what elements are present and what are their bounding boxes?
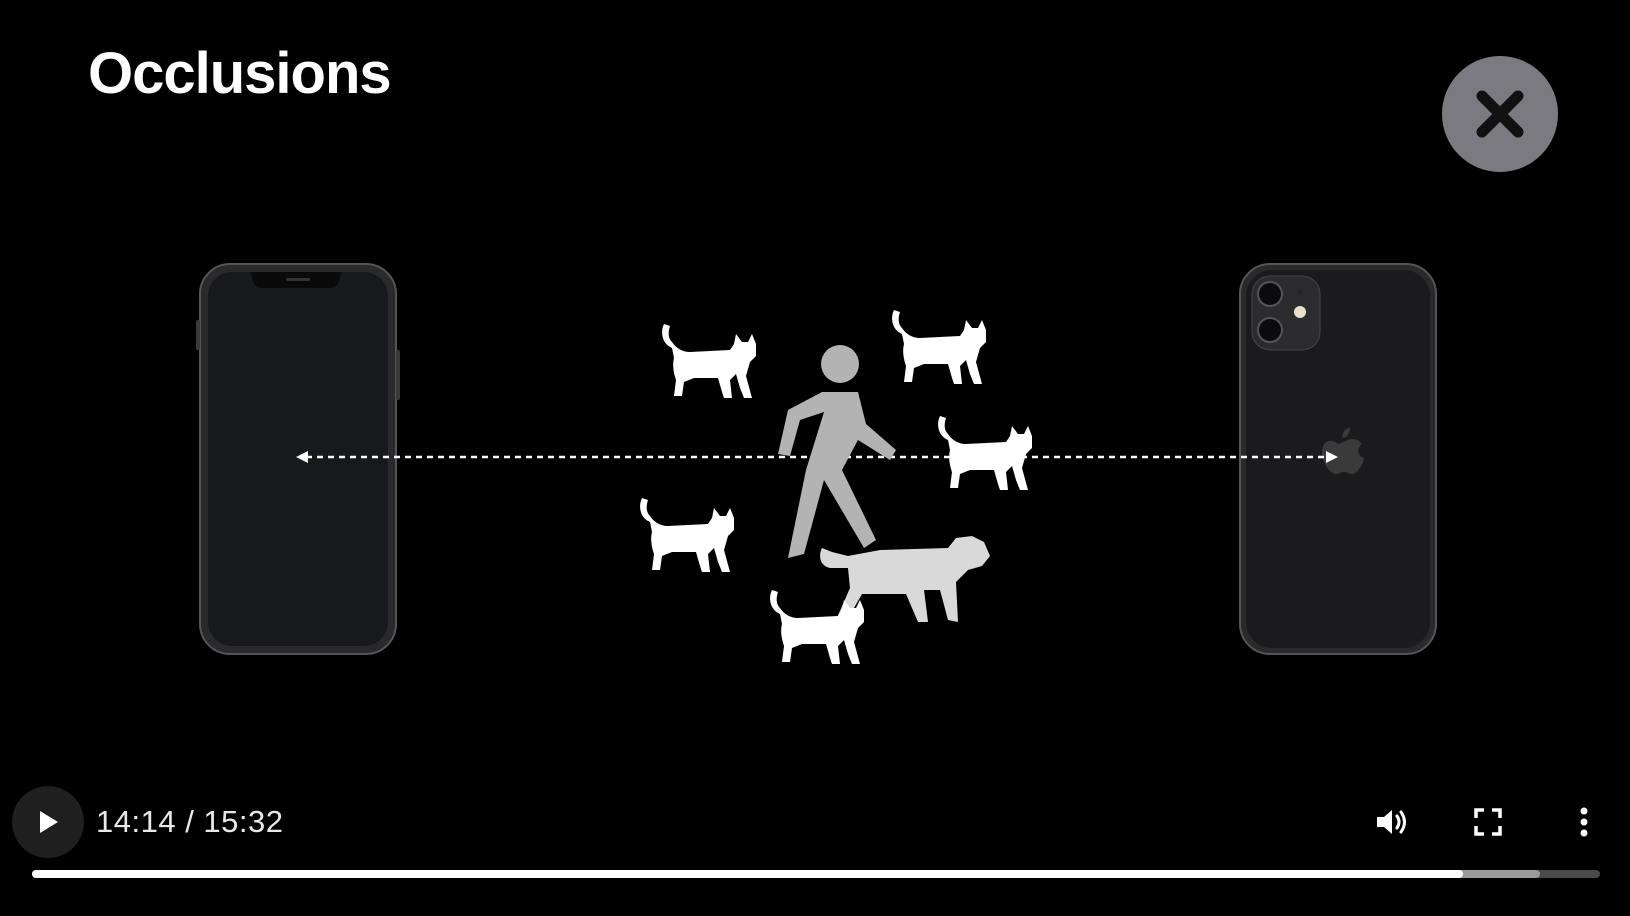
phone-back-image (1239, 263, 1437, 655)
time-display: 14:14 / 15:32 (96, 804, 284, 839)
phone-front-image (196, 263, 400, 655)
dog-icon (820, 536, 990, 622)
volume-button[interactable] (1372, 802, 1412, 842)
person-walking-icon (778, 345, 896, 558)
video-title: Occlusions (88, 41, 392, 106)
cat-icon (938, 416, 1032, 490)
fullscreen-button[interactable] (1468, 802, 1508, 842)
progress-played (32, 870, 1464, 878)
cat-icon (892, 310, 986, 384)
video-frame (196, 263, 1437, 664)
more-options-button[interactable] (1564, 802, 1604, 842)
video-controls: 14:14 / 15:32 (0, 780, 1630, 916)
cat-icon (640, 498, 734, 572)
cat-icon (662, 324, 756, 398)
more-vertical-icon (1579, 807, 1589, 837)
progress-bar[interactable] (32, 870, 1600, 878)
close-button[interactable] (1442, 56, 1558, 172)
occluding-figures (640, 310, 1032, 664)
fullscreen-icon (1473, 807, 1503, 837)
volume-icon (1374, 804, 1410, 840)
close-icon (1472, 86, 1528, 142)
play-button[interactable] (12, 786, 84, 858)
play-icon (35, 808, 61, 836)
